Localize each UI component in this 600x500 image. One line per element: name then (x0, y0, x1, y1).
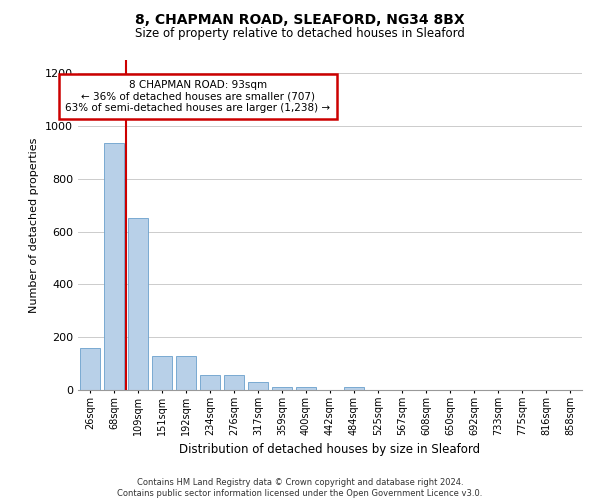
Bar (104, 143, 124, 390)
Bar (272, 387, 292, 390)
Text: Contains HM Land Registry data © Crown copyright and database right 2024.
Contai: Contains HM Land Registry data © Crown c… (118, 478, 482, 498)
Bar (296, 387, 316, 390)
Bar (344, 387, 364, 390)
Bar (80, 348, 100, 390)
Bar (248, 382, 268, 390)
Bar (128, 218, 148, 390)
Bar (176, 356, 196, 390)
Bar (200, 375, 220, 390)
Y-axis label: Number of detached properties: Number of detached properties (29, 138, 40, 312)
Bar (224, 375, 244, 390)
X-axis label: Distribution of detached houses by size in Sleaford: Distribution of detached houses by size … (179, 444, 481, 456)
Text: Size of property relative to detached houses in Sleaford: Size of property relative to detached ho… (135, 28, 465, 40)
Bar (152, 356, 172, 390)
Text: 8 CHAPMAN ROAD: 93sqm
← 36% of detached houses are smaller (707)
63% of semi-det: 8 CHAPMAN ROAD: 93sqm ← 36% of detached … (65, 80, 331, 113)
Text: 8, CHAPMAN ROAD, SLEAFORD, NG34 8BX: 8, CHAPMAN ROAD, SLEAFORD, NG34 8BX (135, 12, 465, 26)
